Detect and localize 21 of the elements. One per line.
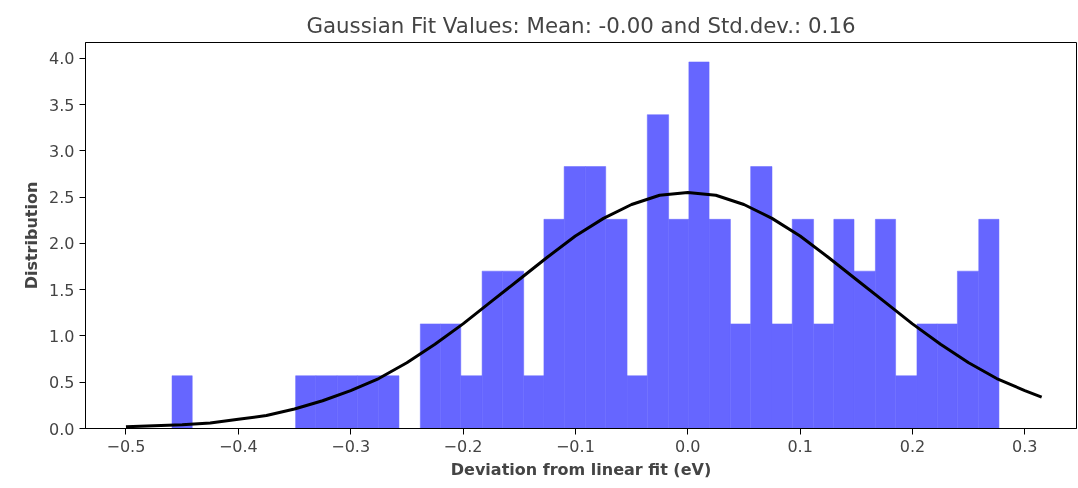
y-tick-label: 1.5 [49,280,75,300]
y-tick-label: 1.0 [49,326,75,346]
y-tick-label: 0.0 [49,419,75,439]
x-axis-title: Deviation from linear fit (eV) [450,459,712,479]
x-tick-label: −0.1 [555,436,595,456]
x-tick-label: −0.2 [443,436,483,456]
x-tick-label: 0.3 [1012,436,1038,456]
y-axis-title: Distribution [22,181,42,290]
x-tick-label: 0.2 [899,436,926,456]
x-tick-label: −0.4 [218,436,258,456]
chart-title: Gaussian Fit Values: Mean: -0.00 and Std.dev.: 0.16 [306,12,856,38]
x-tick-label: −0.3 [331,436,371,456]
y-tick-label: 3.5 [49,95,75,115]
y-tick-label: 3.0 [49,141,75,161]
y-tick-label: 2.5 [49,188,75,208]
y-tick-label: 4.0 [49,49,75,69]
x-tick-label: −0.5 [106,436,146,456]
y-tick-label: 2.0 [49,234,75,254]
y-tick-label: 0.5 [49,373,75,393]
x-tick-label: 0.1 [787,436,813,456]
x-tick-label: 0.0 [675,436,701,456]
